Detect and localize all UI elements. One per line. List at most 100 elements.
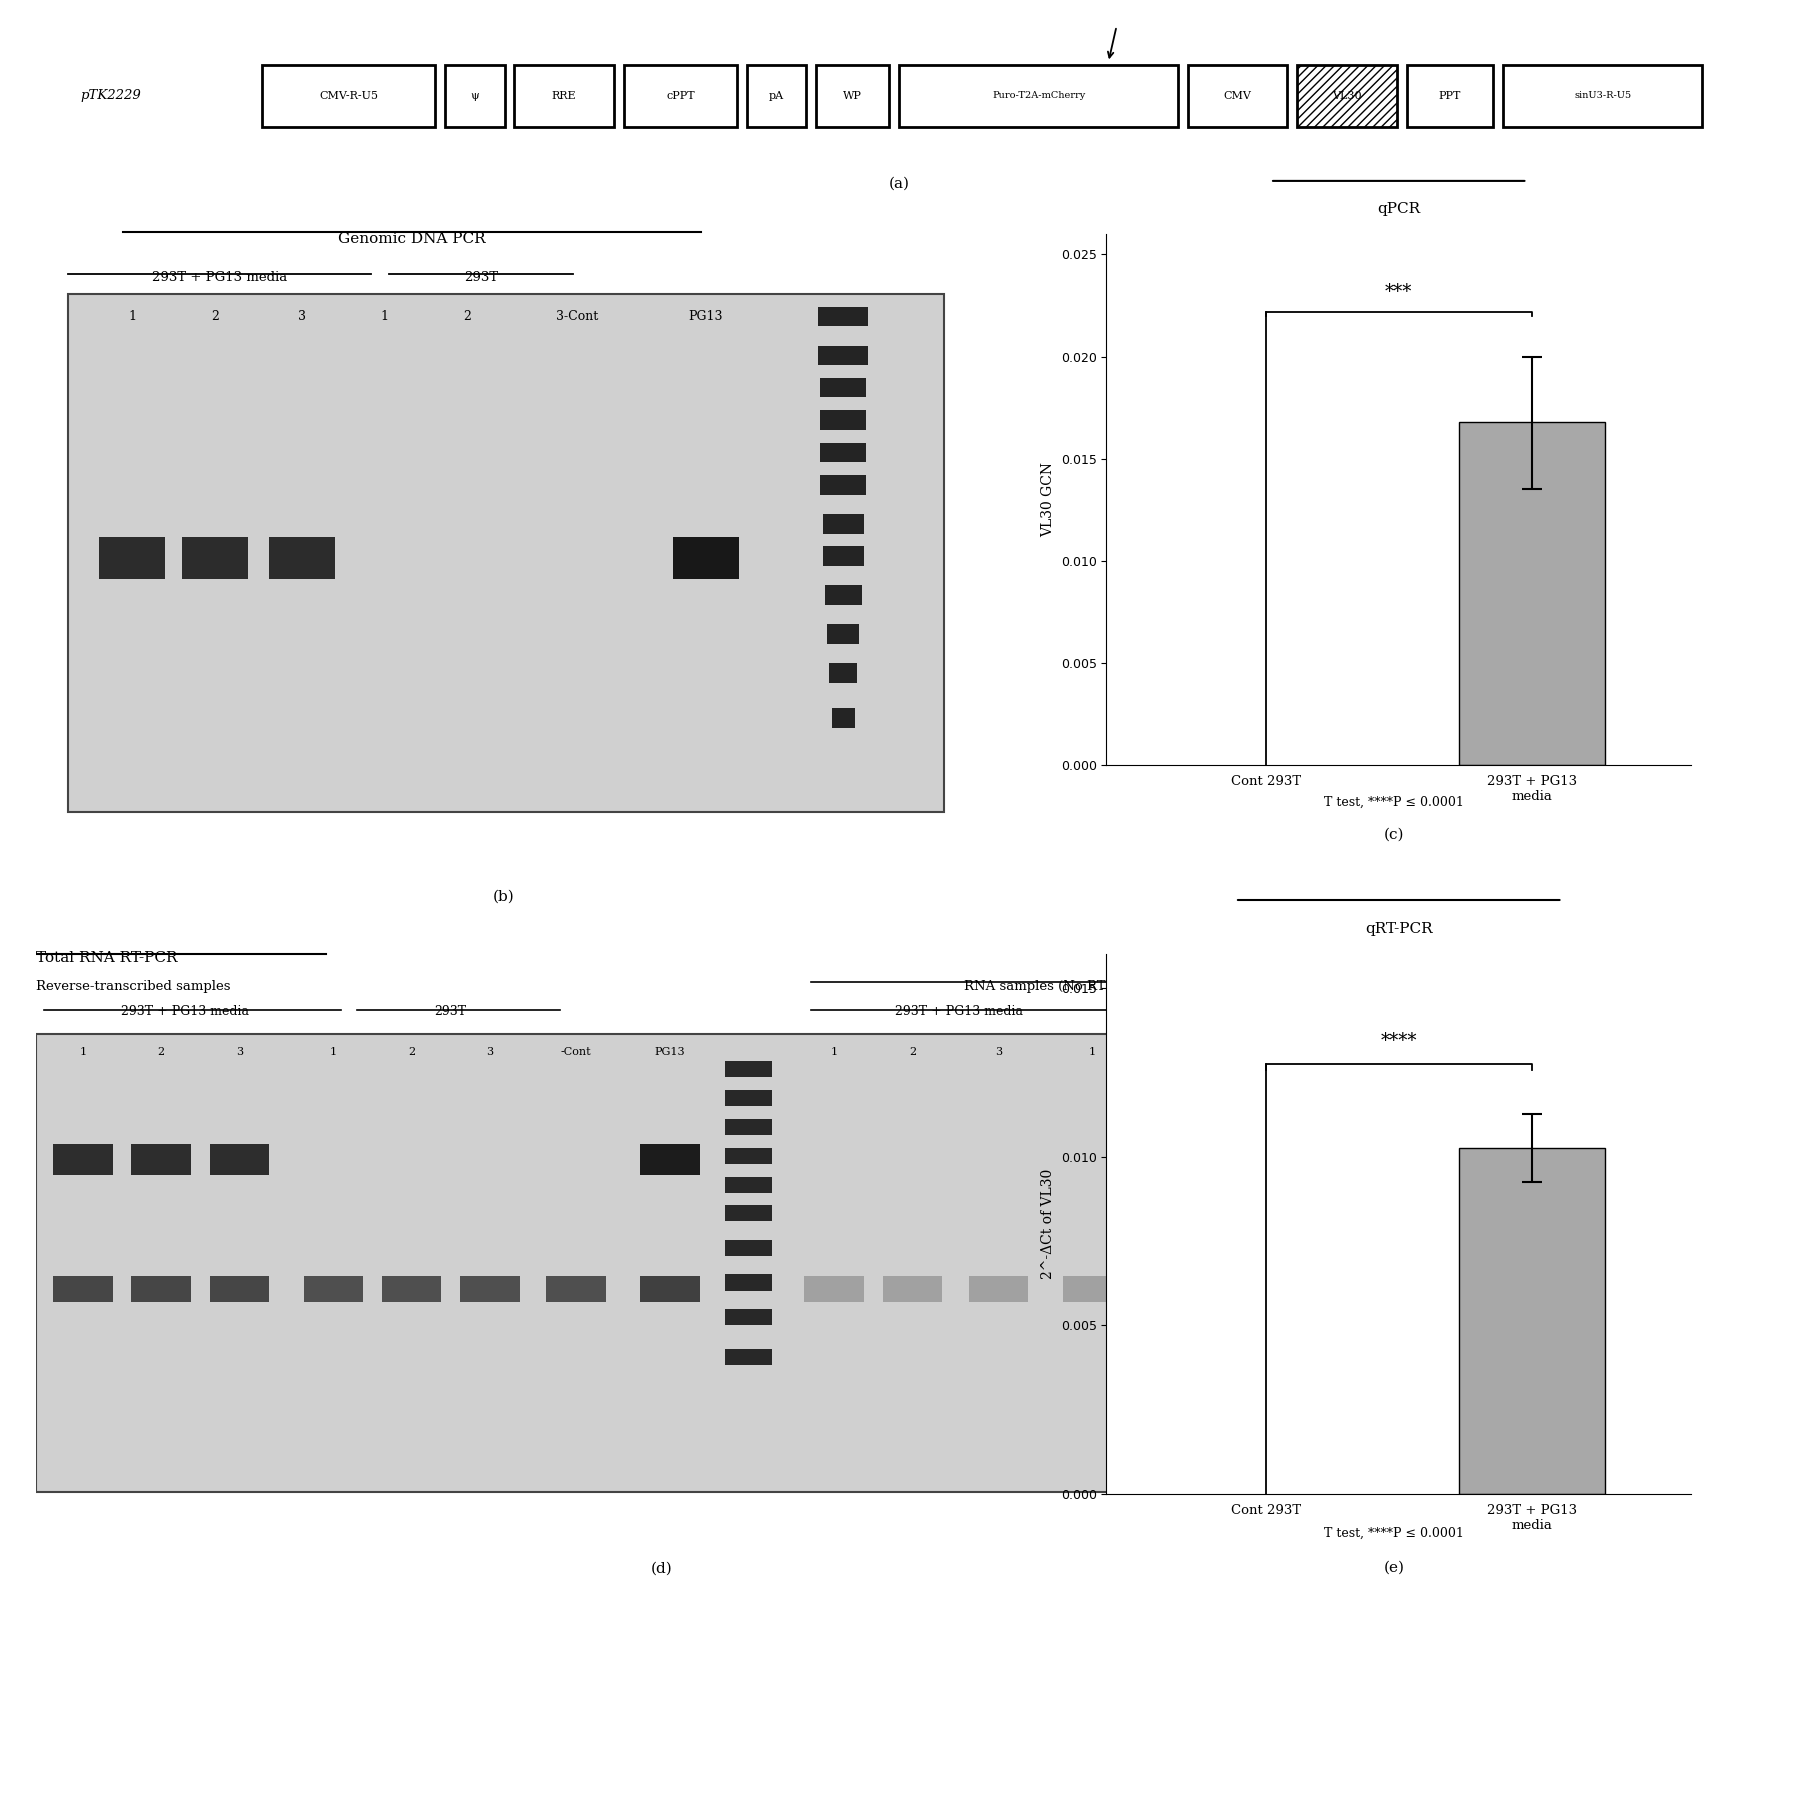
Bar — [640, 1143, 699, 1175]
Bar — [547, 1276, 606, 1301]
Bar — [210, 1276, 270, 1301]
Bar — [304, 1276, 363, 1301]
Bar — [1187, 65, 1287, 128]
Bar — [99, 536, 165, 580]
Text: pA: pA — [768, 92, 784, 101]
Bar — [131, 1143, 191, 1175]
Bar — [36, 1035, 1584, 1492]
Text: Puro-T2A-mCherry: Puro-T2A-mCherry — [991, 92, 1084, 101]
Bar — [822, 547, 863, 565]
Text: VL30: VL30 — [1332, 92, 1361, 101]
Bar — [1233, 1276, 1293, 1301]
Bar — [268, 536, 334, 580]
Bar — [381, 1276, 441, 1301]
Bar — [1503, 65, 1701, 128]
Bar — [725, 1309, 771, 1325]
Text: RRE: RRE — [552, 92, 575, 101]
Text: PG13: PG13 — [654, 1046, 685, 1057]
Bar — [68, 293, 944, 812]
Text: 3-Cont: 3-Cont — [556, 310, 599, 322]
Text: 293T + PG13 media: 293T + PG13 media — [151, 272, 286, 284]
Text: ψ: ψ — [469, 92, 478, 101]
Text: 2: 2 — [462, 310, 471, 322]
Y-axis label: VL30 GCN: VL30 GCN — [1041, 463, 1054, 536]
Bar — [54, 1276, 113, 1301]
Bar — [820, 443, 865, 463]
Text: ****: **** — [1379, 1031, 1417, 1049]
Bar — [831, 709, 854, 727]
Text: 1: 1 — [79, 1046, 86, 1057]
Bar — [725, 1177, 771, 1193]
Bar — [725, 1148, 771, 1165]
Text: 1: 1 — [1088, 1046, 1095, 1057]
Title: qPCR: qPCR — [1377, 202, 1419, 216]
Bar — [1149, 1276, 1208, 1301]
Bar — [969, 1276, 1028, 1301]
Bar — [725, 1062, 771, 1078]
Text: PG13: PG13 — [689, 310, 723, 322]
Text: pTK2229: pTK2229 — [81, 90, 140, 103]
Text: 1: 1 — [329, 1046, 336, 1057]
Bar — [822, 515, 863, 533]
Text: 3: 3 — [994, 1046, 1001, 1057]
Text: 293T: 293T — [1185, 1006, 1217, 1019]
Text: 293T + PG13 media: 293T + PG13 media — [895, 1006, 1023, 1019]
Bar — [820, 475, 865, 495]
Bar — [829, 662, 856, 682]
Text: 2: 2 — [908, 1046, 915, 1057]
Bar — [672, 536, 739, 580]
Bar — [820, 378, 865, 398]
Text: 2: 2 — [1174, 1046, 1181, 1057]
Text: PPT: PPT — [1438, 92, 1460, 101]
Bar — [816, 65, 888, 128]
Bar — [514, 65, 613, 128]
Text: Reverse-transcribed samples: Reverse-transcribed samples — [36, 979, 230, 992]
Bar — [725, 1091, 771, 1107]
Bar — [899, 65, 1178, 128]
Bar — [444, 65, 503, 128]
Text: 3: 3 — [236, 1046, 243, 1057]
Bar — [725, 1206, 771, 1222]
Text: (a): (a) — [888, 176, 910, 191]
Text: 3: 3 — [298, 310, 306, 322]
Text: 2: 2 — [408, 1046, 415, 1057]
Bar — [746, 65, 806, 128]
Y-axis label: 2^-ΔCt of VL30: 2^-ΔCt of VL30 — [1041, 1168, 1054, 1280]
Text: 1: 1 — [379, 310, 388, 322]
Bar — [263, 65, 435, 128]
Bar — [1458, 421, 1604, 765]
Text: ***: *** — [1384, 283, 1411, 301]
Bar — [182, 536, 248, 580]
Text: (c): (c) — [1383, 828, 1404, 842]
Bar — [54, 1143, 113, 1175]
Text: RNA samples (No RT): RNA samples (No RT) — [964, 979, 1111, 992]
Text: Genomic DNA PCR: Genomic DNA PCR — [338, 232, 485, 247]
Bar — [624, 65, 737, 128]
Text: 3: 3 — [1260, 1046, 1268, 1057]
Bar — [131, 1276, 191, 1301]
Title: qRT-PCR: qRT-PCR — [1365, 922, 1431, 936]
Bar — [725, 1274, 771, 1291]
Text: WP: WP — [843, 92, 861, 101]
Bar — [1406, 65, 1492, 128]
Bar — [460, 1276, 520, 1301]
Bar — [725, 1120, 771, 1136]
Text: 293T: 293T — [464, 272, 498, 284]
Text: 3: 3 — [485, 1046, 493, 1057]
Text: -Cont: -Cont — [561, 1046, 592, 1057]
Bar — [818, 346, 868, 365]
Bar — [1296, 65, 1397, 128]
Bar — [818, 306, 868, 326]
Text: cPPT: cPPT — [665, 92, 694, 101]
Bar — [1296, 65, 1397, 128]
Bar — [640, 1276, 699, 1301]
Text: (b): (b) — [493, 889, 514, 904]
Text: sinU3-R-U5: sinU3-R-U5 — [1573, 92, 1631, 101]
Text: 293T + PG13 media: 293T + PG13 media — [120, 1006, 248, 1019]
Text: 2: 2 — [158, 1046, 165, 1057]
Text: CMV-R-U5: CMV-R-U5 — [318, 92, 378, 101]
Bar — [804, 1276, 863, 1301]
Text: (d): (d) — [651, 1561, 672, 1575]
Bar — [725, 1240, 771, 1256]
Text: CMV: CMV — [1223, 92, 1251, 101]
